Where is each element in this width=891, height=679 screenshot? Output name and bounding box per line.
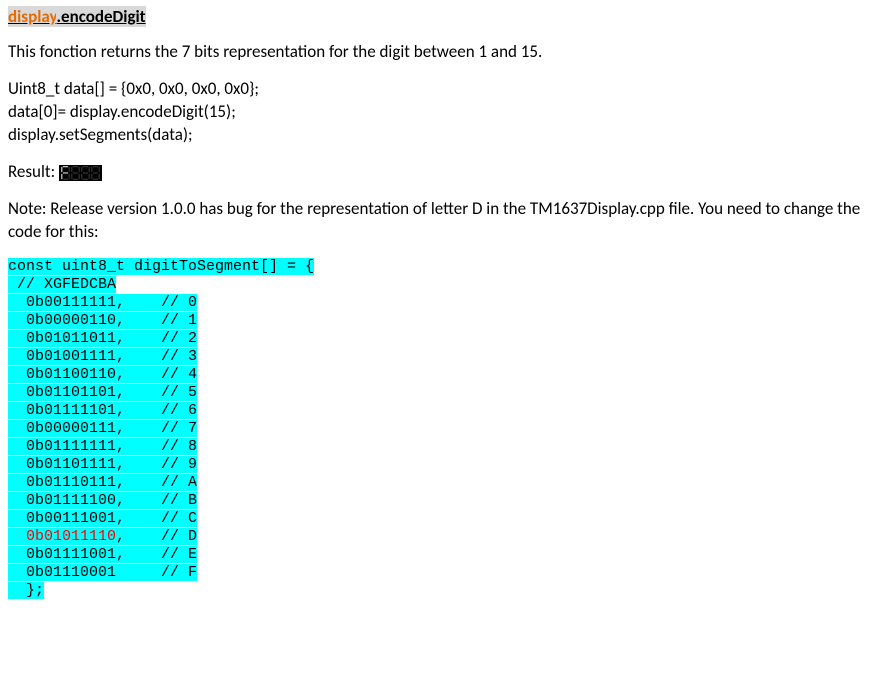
- heading-part2: .encodeDigit: [56, 6, 145, 27]
- seven-segment-display: [59, 165, 102, 181]
- code-line: 0b00111111, // 0: [8, 294, 883, 312]
- result-line: Result:: [8, 161, 883, 184]
- intro-text: This fonction returns the 7 bits represe…: [8, 41, 883, 64]
- example-line-3: display.setSegments(data);: [8, 124, 883, 147]
- code-line: 0b01011110, // D: [8, 528, 883, 546]
- code-line: 0b00111001, // C: [8, 510, 883, 528]
- code-line: 0b01110111, // A: [8, 474, 883, 492]
- code-line: 0b01100110, // 4: [8, 366, 883, 384]
- code-line: 0b01111100, // B: [8, 492, 883, 510]
- code-line: 0b01001111, // 3: [8, 348, 883, 366]
- code-line: 0b00000111, // 7: [8, 420, 883, 438]
- note-text: Note: Release version 1.0.0 has bug for …: [8, 198, 883, 244]
- section-heading: display.encodeDigit: [8, 6, 883, 29]
- code-line: 0b01011011, // 2: [8, 330, 883, 348]
- code-line: 0b01111101, // 6: [8, 402, 883, 420]
- code-line: 0b01111001, // E: [8, 546, 883, 564]
- example-line-1: Uint8_t data[] = {0x0, 0x0, 0x0, 0x0};: [8, 78, 883, 101]
- example-line-2: data[0]= display.encodeDigit(15);: [8, 101, 883, 124]
- code-line: 0b01110001 // F: [8, 564, 883, 582]
- code-line: 0b01101111, // 9: [8, 456, 883, 474]
- code-line: 0b01111111, // 8: [8, 438, 883, 456]
- code-line: 0b00000110, // 1: [8, 312, 883, 330]
- result-label: Result:: [8, 161, 55, 182]
- heading-part1: display: [8, 6, 56, 27]
- code-line: };: [8, 582, 883, 600]
- code-line: 0b01101101, // 5: [8, 384, 883, 402]
- code-block: const uint8_t digitToSegment[] = { // XG…: [8, 258, 883, 600]
- code-line: // XGFEDCBA: [8, 276, 883, 294]
- example-code: Uint8_t data[] = {0x0, 0x0, 0x0, 0x0}; d…: [8, 78, 883, 147]
- code-line: const uint8_t digitToSegment[] = {: [8, 258, 883, 276]
